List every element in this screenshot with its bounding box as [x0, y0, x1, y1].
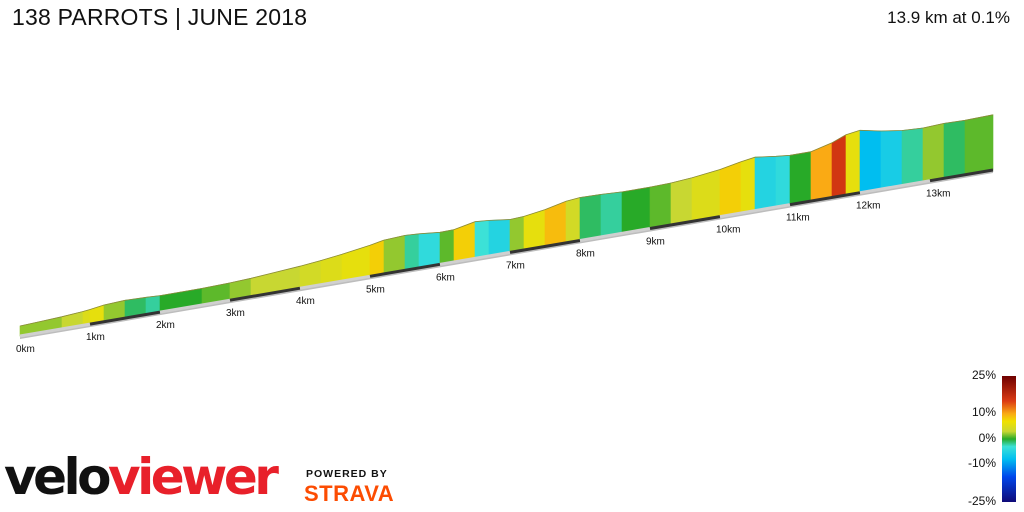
profile-tick-group: 0km 1km 2km 3km 4km 5km 6km 7km 8km 9km 10km 11km 12…	[16, 189, 950, 355]
x-tick-label: 3km	[226, 308, 245, 319]
km-band	[299, 274, 371, 290]
x-tick-label: 6km	[436, 272, 455, 283]
profile-segment	[810, 142, 833, 202]
x-tick-label: 0km	[16, 344, 35, 355]
profile-segment	[845, 129, 861, 196]
legend-tick-label: -25%	[967, 494, 996, 508]
km-band	[89, 310, 161, 326]
legend-tick-label: -10%	[967, 456, 996, 470]
km-band	[19, 322, 91, 338]
profile-segment	[565, 197, 581, 244]
profile-segment	[922, 123, 945, 183]
x-tick-label: 4km	[296, 296, 315, 307]
profile-segment	[691, 169, 721, 222]
km-band	[649, 215, 721, 230]
profile-segment	[964, 114, 994, 176]
km-band	[439, 250, 511, 266]
profile-segment	[621, 186, 651, 234]
profile-fill-group	[19, 114, 994, 337]
km-band	[159, 298, 231, 314]
km-band	[789, 191, 861, 207]
profile-segment	[509, 216, 525, 253]
profile-segment	[453, 221, 476, 263]
x-tick-label: 7km	[506, 260, 525, 271]
route-summary: 13.9 km at 0.1%	[887, 8, 1010, 27]
profile-segment	[649, 182, 672, 229]
profile-segment	[670, 177, 693, 226]
logo-text-velo: velo	[4, 448, 112, 506]
profile-segment	[418, 231, 441, 269]
x-tick-label: 10km	[716, 225, 740, 236]
km-band	[859, 179, 931, 195]
km-band	[579, 227, 651, 242]
x-tick-label: 13km	[926, 189, 950, 200]
km-band	[509, 239, 581, 254]
gradient-legend-bar	[1002, 376, 1016, 502]
profile-top-line	[19, 114, 994, 327]
x-tick-label: 12km	[856, 201, 880, 212]
km-band	[719, 203, 791, 219]
x-tick-label: 2km	[156, 320, 175, 331]
profile-baseline-group	[19, 168, 994, 339]
km-band	[229, 286, 301, 302]
profile-segment	[789, 151, 812, 205]
profile-segment	[600, 191, 623, 238]
x-tick-label: 1km	[86, 332, 105, 343]
profile-segment	[831, 134, 847, 198]
powered-by-label: POWERED BY	[306, 468, 388, 480]
x-tick-label: 11km	[786, 213, 810, 224]
legend-tick-label: 0%	[978, 431, 996, 445]
profile-segment	[579, 194, 602, 241]
profile-segment	[880, 130, 903, 190]
profile-segment	[488, 219, 511, 257]
x-tick-label: 9km	[646, 237, 665, 248]
profile-segment	[719, 161, 742, 217]
profile-segment	[369, 239, 385, 277]
km-band	[929, 168, 994, 183]
x-tick-label: 5km	[366, 284, 385, 295]
profile-segment	[943, 119, 966, 179]
profile-segment	[775, 154, 791, 208]
legend-tick-label: 10%	[971, 405, 996, 419]
logo-text-viewer: viewer	[108, 448, 279, 506]
profile-segment	[754, 155, 777, 211]
profile-segment	[740, 156, 756, 214]
x-tick-label: 8km	[576, 249, 595, 260]
profile-segment	[901, 127, 924, 186]
veloviewer-logo[interactable]: veloviewer	[4, 452, 279, 502]
legend-tick-label: 25%	[971, 368, 996, 382]
profile-segment	[859, 129, 882, 194]
profile-segment	[404, 233, 420, 271]
profile-segment	[439, 229, 455, 265]
page-title: 138 PARROTS | JUNE 2018	[12, 4, 308, 30]
strava-logo[interactable]: STRAVA	[304, 481, 395, 506]
km-band	[369, 262, 441, 278]
gradient-legend: 25% 10% 0% -10% -25%	[950, 366, 1024, 512]
profile-segment	[383, 235, 406, 275]
profile-segment	[474, 220, 490, 259]
profile-segment	[320, 253, 343, 285]
